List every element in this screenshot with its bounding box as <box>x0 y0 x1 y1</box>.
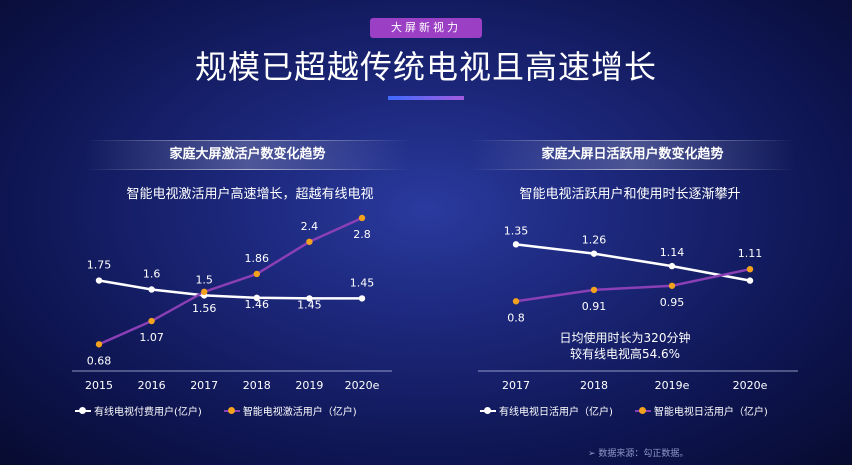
data-label: 2.4 <box>301 220 319 233</box>
series-line-1 <box>98 216 363 346</box>
legend-swatch-white <box>480 406 496 414</box>
data-point <box>668 262 676 270</box>
right-panel-subtitle: 智能电视活跃用户和使用时长逐渐攀升 <box>519 187 741 202</box>
left-legend: 有线电视付费用户(亿户) 智能电视激活用户（亿户) <box>75 403 357 418</box>
data-label: 0.8 <box>507 311 525 324</box>
data-point <box>201 288 208 296</box>
x-tick-label: 2019e <box>655 379 690 392</box>
data-label: 0.91 <box>582 300 607 313</box>
legend-swatch-purple <box>634 406 651 414</box>
x-tick-label: 2015 <box>85 379 113 392</box>
series-line-0 <box>98 279 362 300</box>
data-label: 1.11 <box>738 247 763 260</box>
data-source-text: 数据来源：勾正数据。 <box>598 449 689 459</box>
title-underline <box>388 96 464 100</box>
x-tick-label: 2017 <box>502 379 530 392</box>
legend-label: 智能电视日活用户（亿户) <box>653 407 768 418</box>
data-point <box>95 341 103 348</box>
left-panel-header: 家庭大屏激活户数变化趋势 <box>85 140 410 170</box>
usage-note-line-1: 日均使用时长为320分钟 <box>559 331 691 345</box>
data-label: 1.56 <box>192 302 217 315</box>
left-panel-subtitle: 智能电视激活用户高速增长，超越有线电视 <box>126 187 374 202</box>
data-label: 0.95 <box>660 296 685 309</box>
right-panel-header: 家庭大屏日活跃用户数变化趋势 <box>470 140 795 170</box>
data-point <box>590 250 598 257</box>
data-point <box>512 241 520 248</box>
series-line-0 <box>515 243 751 282</box>
data-point <box>95 277 103 284</box>
legend-item-cable-daily: 有线电视日活用户（亿户) <box>480 403 613 418</box>
data-label: 1.45 <box>350 276 375 289</box>
legend-swatch-purple <box>223 406 240 414</box>
data-label: 1.75 <box>87 259 112 272</box>
data-label: 1.45 <box>297 298 322 311</box>
legend-swatch-white <box>75 406 91 414</box>
data-source: ➢ 数据来源：勾正数据。 <box>588 449 689 459</box>
x-tick-label: 2018 <box>243 379 271 392</box>
legend-item-smart-activated: 智能电视激活用户（亿户) <box>223 403 357 418</box>
x-tick-label: 2016 <box>138 379 166 392</box>
data-label: 1.35 <box>504 224 529 237</box>
data-point <box>590 286 598 294</box>
right-legend: 有线电视日活用户（亿户) 智能电视日活用户（亿户) <box>480 403 768 418</box>
data-point <box>668 282 676 289</box>
data-point <box>148 317 155 325</box>
data-point <box>746 266 754 273</box>
legend-label: 智能电视激活用户（亿户) <box>242 407 357 418</box>
data-point <box>358 214 366 222</box>
data-point <box>306 295 313 302</box>
series-line-1 <box>515 267 751 303</box>
x-tick-label: 2018 <box>580 379 608 392</box>
data-point <box>148 286 155 293</box>
page-title: 规模已超越传统电视且高速增长 <box>194 48 657 86</box>
data-point <box>358 295 366 302</box>
usage-note: 日均使用时长为320分钟 较有线电视高54.6% <box>530 330 720 362</box>
data-label: 2.8 <box>353 228 371 241</box>
data-point <box>253 270 260 278</box>
data-label: 1.26 <box>582 234 607 247</box>
x-tick-label: 2020e <box>345 379 380 392</box>
x-tick-label: 2019 <box>295 379 323 392</box>
data-point <box>253 294 260 301</box>
data-label: 1.07 <box>139 331 164 344</box>
usage-note-line-2: 较有线电视高54.6% <box>569 347 681 361</box>
section-tag: 大屏新视力 <box>370 18 482 38</box>
legend-item-smart-daily: 智能电视日活用户（亿户) <box>634 403 768 418</box>
data-label: 1.6 <box>143 267 161 280</box>
x-tick-label: 2017 <box>190 379 218 392</box>
legend-label: 有线电视日活用户（亿户) <box>499 407 613 418</box>
legend-item-cable-paid: 有线电视付费用户(亿户) <box>75 403 202 418</box>
x-tick-label: 2020e <box>733 379 768 392</box>
data-label: 1.86 <box>245 252 270 265</box>
data-point <box>306 238 313 245</box>
legend-label: 有线电视付费用户(亿户) <box>94 407 202 418</box>
data-label: 1.46 <box>245 298 270 311</box>
data-label: 1.5 <box>195 273 213 286</box>
data-point <box>512 298 520 305</box>
data-label: 1.14 <box>660 246 685 259</box>
data-label: 0.68 <box>87 354 112 367</box>
data-point <box>746 277 754 284</box>
